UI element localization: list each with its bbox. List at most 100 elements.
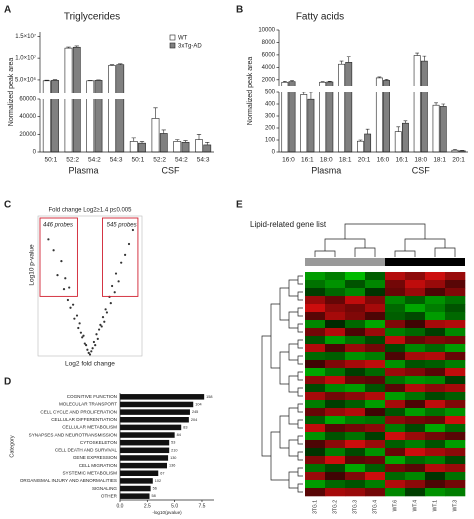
heatmap-cell — [365, 320, 386, 329]
error-bar — [434, 102, 438, 106]
bar — [51, 80, 59, 153]
count-label: 84 — [177, 433, 181, 437]
bar — [338, 63, 345, 153]
heatmap-cell — [345, 272, 366, 281]
error-bar — [74, 45, 79, 48]
heatmap-cell — [425, 280, 446, 289]
heatmap-cell — [365, 440, 386, 449]
heatmap-cell — [305, 280, 326, 289]
heatmap-cell — [305, 360, 326, 369]
point — [79, 331, 82, 334]
error-bar — [44, 79, 49, 81]
chart-title: Triglycerides — [64, 12, 120, 23]
y-tick-label: 8000 — [262, 40, 276, 46]
heatmap-cell — [425, 464, 446, 473]
heatmap-cell — [365, 392, 386, 401]
point — [127, 242, 131, 246]
heatmap-cell — [405, 280, 426, 289]
dendrogram — [354, 247, 376, 257]
heatmap-cell — [345, 448, 366, 457]
heatmap-cell — [445, 392, 466, 401]
dendrogram — [344, 223, 426, 239]
heatmap-cell — [445, 304, 466, 313]
count-label: 102 — [155, 479, 161, 483]
count-label: 56 — [153, 487, 157, 491]
heatmap-cell — [345, 400, 366, 409]
bar — [120, 409, 190, 415]
heatmap-cell — [365, 472, 386, 481]
count-label: 83 — [183, 425, 187, 429]
heatmap-cell — [405, 432, 426, 441]
heatmap-cell — [325, 416, 346, 425]
heatmap-cell — [445, 272, 466, 281]
error-bar — [441, 103, 446, 107]
heatmap-cell — [365, 328, 386, 337]
heatmap-cell — [405, 488, 426, 497]
heatmap-cell — [425, 312, 446, 321]
heatmap-cell — [365, 488, 386, 497]
bar — [300, 94, 308, 153]
legend-label: WT — [178, 36, 188, 42]
heatmap-cell — [445, 440, 466, 449]
heatmap-cell — [405, 448, 426, 457]
category-label: SYSTEMIC METABOLISM — [62, 470, 117, 475]
heatmap-cell — [345, 416, 366, 425]
dendrogram — [434, 247, 456, 257]
dendrogram — [297, 291, 303, 301]
bar — [420, 60, 428, 153]
bar — [439, 106, 447, 153]
point — [91, 347, 94, 350]
point — [66, 298, 69, 302]
error-bar — [339, 60, 344, 65]
category-label: CELLULAR METABOLISM — [62, 425, 117, 430]
category-label: OTHER — [101, 493, 118, 498]
heatmap-cell — [365, 280, 386, 289]
heatmap-cell — [305, 424, 326, 433]
heatmap-cell — [345, 360, 366, 369]
point — [81, 336, 84, 339]
heatmap-cell — [425, 408, 446, 417]
error-bar — [131, 137, 136, 142]
heatmap-cell — [445, 432, 466, 441]
heatmap-cell — [385, 376, 406, 385]
dendrogram — [324, 238, 366, 251]
heatmap-cell — [445, 488, 466, 497]
point — [60, 260, 63, 263]
heatmap-cell — [305, 384, 326, 393]
heatmap-cell — [425, 344, 446, 353]
heatmap-cell — [345, 472, 366, 481]
heatmap-cell — [325, 384, 346, 393]
point — [86, 348, 89, 351]
heatmap-cell — [385, 280, 406, 289]
dendrogram — [297, 355, 303, 365]
point — [98, 328, 101, 331]
point — [77, 326, 80, 330]
y-tick-label: 500 — [265, 90, 276, 96]
heatmap-cell — [365, 336, 386, 345]
category-label: SYNAPSES AND NEUROTRANSMISSION — [29, 432, 117, 437]
column-label: 3TG.2 — [332, 500, 338, 514]
heatmap-cell — [345, 384, 366, 393]
point — [87, 351, 90, 354]
heatmap-cell — [365, 408, 386, 417]
bar — [120, 493, 150, 499]
legend-swatch — [169, 42, 176, 49]
heatmap-cell — [405, 336, 426, 345]
heatmap-cell — [405, 376, 426, 385]
point — [124, 253, 127, 256]
heatmap-cell — [305, 368, 326, 377]
dendrogram — [279, 287, 289, 321]
subtitle: Fold change Log2≥1.4 p≤0.005 — [49, 208, 133, 214]
heatmap-cell — [385, 384, 406, 393]
heatmap-cell — [325, 400, 346, 409]
heatmap-cell — [385, 440, 406, 449]
heatmap-cell — [325, 272, 346, 281]
dendrogram — [288, 343, 298, 361]
category-label: ORGANISMAL INJURY AND ABNORMALITIES — [20, 478, 117, 483]
bar — [108, 65, 116, 153]
heatmap-cell — [325, 344, 346, 353]
heatmap-cell — [305, 392, 326, 401]
y-tick-label: 1.0×10⁷ — [15, 55, 36, 62]
heatmap-cell — [345, 312, 366, 321]
